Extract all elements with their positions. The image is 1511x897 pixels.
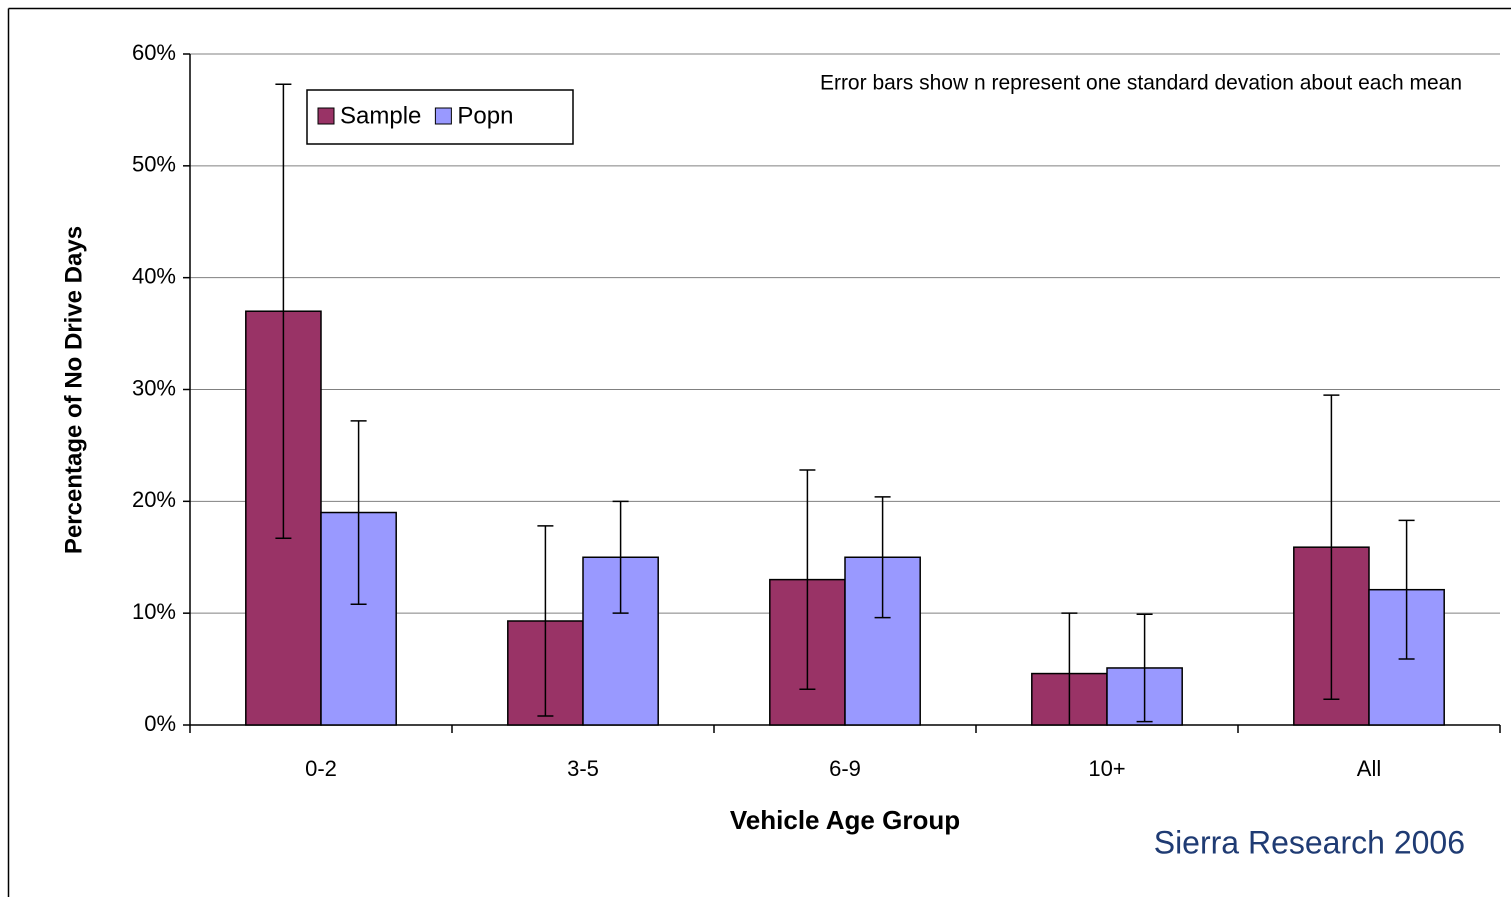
- error-bar: [537, 525, 554, 717]
- y-tick-label: 60%: [132, 40, 176, 65]
- y-axis-title: Percentage of No Drive Days: [60, 226, 87, 554]
- legend-label: Popn: [457, 102, 513, 129]
- legend-label: Sample: [340, 102, 421, 129]
- annotation: Error bars show n represent one standard…: [820, 72, 1462, 95]
- error-bar: [1136, 613, 1153, 723]
- x-tick-label: 3-5: [567, 756, 599, 781]
- y-tick-label: 10%: [132, 599, 176, 624]
- error-bar: [612, 500, 629, 614]
- legend-swatch: [317, 107, 335, 125]
- error-bar: [874, 496, 891, 619]
- x-tick-label: 10+: [1088, 756, 1125, 781]
- error-bar: [350, 420, 367, 605]
- y-tick-label: 40%: [132, 263, 176, 288]
- x-axis-title: Vehicle Age Group: [730, 805, 960, 835]
- error-bar: [1061, 612, 1078, 725]
- legend-swatch: [434, 107, 452, 125]
- error-bar: [1323, 394, 1340, 701]
- x-tick-label: All: [1357, 756, 1381, 781]
- y-tick-label: 20%: [132, 487, 176, 512]
- y-tick-label: 30%: [132, 375, 176, 400]
- x-tick-label: 6-9: [829, 756, 861, 781]
- error-bar: [275, 83, 292, 539]
- y-tick-label: 0%: [144, 711, 176, 736]
- y-tick-label: 50%: [132, 152, 176, 177]
- error-bar: [1398, 519, 1415, 660]
- x-tick-label: 0-2: [305, 756, 337, 781]
- source: Sierra Research 2006: [1154, 824, 1465, 860]
- error-bar: [799, 469, 816, 690]
